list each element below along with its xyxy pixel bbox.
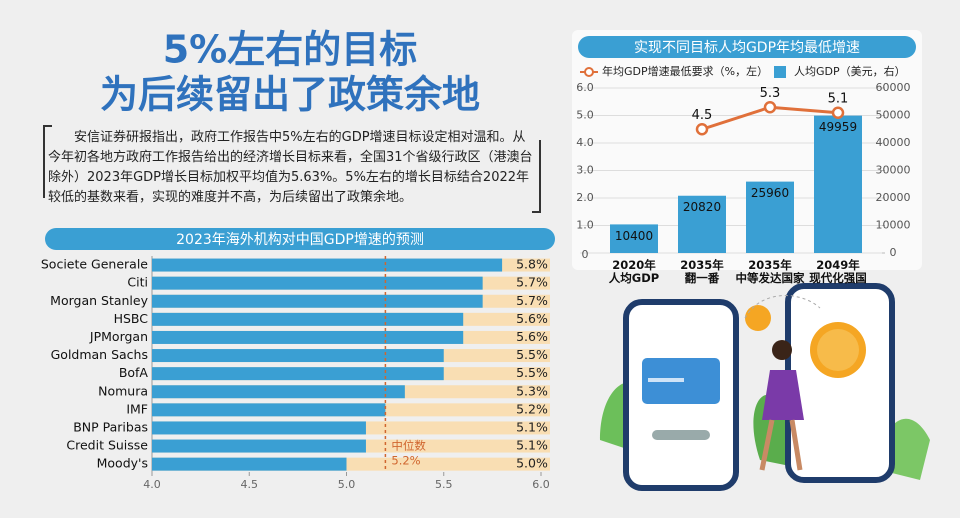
- y-tick-label: Societe Generale: [41, 257, 148, 272]
- legend-label: 人均GDP（美元，右）: [794, 64, 906, 78]
- value-label: 5.3%: [516, 383, 548, 398]
- legend-label: 年均GDP增速最低要求（%，左）: [602, 64, 768, 78]
- x-tick-label: 2049年现代化强国: [809, 258, 867, 285]
- bar: [814, 115, 862, 253]
- legend-swatch: [774, 66, 786, 78]
- illustration: [600, 283, 930, 491]
- y2-tick-label: 30000: [876, 164, 911, 177]
- page-title: 5%左右的目标: [163, 28, 418, 72]
- y2-tick-label: 10000: [876, 219, 911, 232]
- bracket: [43, 125, 52, 198]
- x-tick-label: 4.5: [241, 478, 259, 491]
- y-tick-label: HSBC: [114, 311, 149, 326]
- intro-text: 安信证券研报指出，政府工作报告中5%左右的GDP增速目标设定相对温和。从今年初各…: [48, 130, 533, 205]
- x-tick-label: 4.0: [143, 478, 161, 491]
- y-tick-label: 5.0: [576, 109, 594, 122]
- legend-swatch: [584, 67, 594, 77]
- bar: [152, 276, 483, 290]
- point: [831, 106, 845, 119]
- y-tick-label: BofA: [119, 365, 149, 380]
- bar: [678, 195, 726, 253]
- x-tick-line: 人均GDP: [609, 271, 659, 285]
- x-tick-line: 2035年: [748, 258, 792, 272]
- bar: [152, 421, 366, 435]
- y-tick-label: JPMorgan: [89, 329, 148, 344]
- value-label: 5.1%: [516, 419, 548, 434]
- x-tick-line: 2035年: [680, 258, 724, 272]
- y-tick-label: 1.0: [576, 219, 594, 232]
- y-tick-label: IMF: [126, 401, 148, 416]
- x-tick-label: 2035年中等发达国家: [736, 258, 805, 285]
- x-tick-label: 2035年翻一番: [680, 258, 724, 285]
- y-tick-label: Nomura: [98, 383, 148, 398]
- bar: [152, 367, 444, 381]
- bar: [152, 294, 483, 308]
- y2-tick-label: 0: [890, 246, 897, 259]
- value-label: 5.1%: [516, 438, 548, 453]
- value-label: 5.0%: [516, 456, 548, 471]
- y-tick-label: 6.0: [576, 81, 594, 94]
- x-tick-label: 6.0: [532, 478, 550, 491]
- x-tick-line: 现代化强国: [809, 271, 867, 285]
- x-tick-line: 翻一番: [685, 271, 720, 285]
- value-label: 5.7%: [516, 293, 548, 308]
- bar: [746, 181, 794, 253]
- value-label: 5.7%: [516, 275, 548, 290]
- bar: [152, 330, 464, 344]
- y-tick-label: BNP Paribas: [73, 419, 148, 434]
- value-label: 4.5: [692, 108, 713, 123]
- y2-tick-label: 60000: [876, 81, 911, 94]
- bar: [152, 349, 444, 363]
- bar: [152, 312, 464, 326]
- y-tick-label: Credit Suisse: [66, 438, 148, 453]
- chart-title: 2023年海外机构对中国GDP增速的预测: [176, 232, 424, 248]
- value-label: 5.8%: [516, 257, 548, 272]
- value-label: 5.5%: [516, 347, 548, 362]
- bar: [152, 385, 405, 399]
- value-label: 5.6%: [516, 311, 548, 326]
- y-tick-label: Citi: [127, 275, 148, 290]
- x-tick-line: 中等发达国家: [736, 271, 805, 285]
- bar: [610, 224, 658, 253]
- x-tick-line: 2020年: [612, 258, 656, 272]
- y-tick-label: 4.0: [576, 136, 594, 149]
- value-label: 5.5%: [516, 365, 548, 380]
- point: [695, 123, 709, 136]
- point: [763, 101, 777, 114]
- y-tick-label: 3.0: [576, 164, 594, 177]
- y-tick-label: 0: [582, 248, 589, 261]
- x-tick-label: 5.0: [338, 478, 356, 491]
- value-label: 20820: [683, 200, 721, 214]
- bracket: [532, 140, 541, 213]
- x-tick-line: 2049年: [816, 258, 860, 272]
- y2-tick-label: 50000: [876, 109, 911, 122]
- value-label: 5.3: [760, 86, 781, 101]
- bar: [152, 439, 366, 453]
- median-label: 中位数: [391, 439, 426, 453]
- value-label: 49959: [819, 120, 857, 134]
- chart-header: [578, 36, 916, 58]
- y-tick-label: Morgan Stanley: [50, 293, 148, 308]
- bar: [152, 403, 386, 417]
- value-label: 5.1: [828, 91, 849, 106]
- value-label: 5.2%: [516, 401, 548, 416]
- bar: [152, 457, 347, 471]
- y2-tick-label: 20000: [876, 191, 911, 204]
- value-label: 10400: [615, 229, 653, 243]
- x-tick-label: 2020年人均GDP: [609, 258, 659, 285]
- value-label: 5.6%: [516, 329, 548, 344]
- y-tick-label: 2.0: [576, 191, 594, 204]
- y-tick-label: Goldman Sachs: [51, 347, 148, 362]
- median-value: 5.2%: [391, 454, 420, 468]
- y-tick-label: Moody's: [97, 456, 148, 471]
- x-tick-label: 5.5: [435, 478, 453, 491]
- y2-tick-label: 40000: [876, 136, 911, 149]
- chart-title: 实现不同目标人均GDP年均最低增速: [634, 40, 860, 56]
- value-label: 25960: [751, 186, 789, 200]
- page-title: 为后续留出了政策余地: [100, 73, 480, 117]
- bar: [152, 258, 503, 272]
- chart-header: [45, 228, 555, 250]
